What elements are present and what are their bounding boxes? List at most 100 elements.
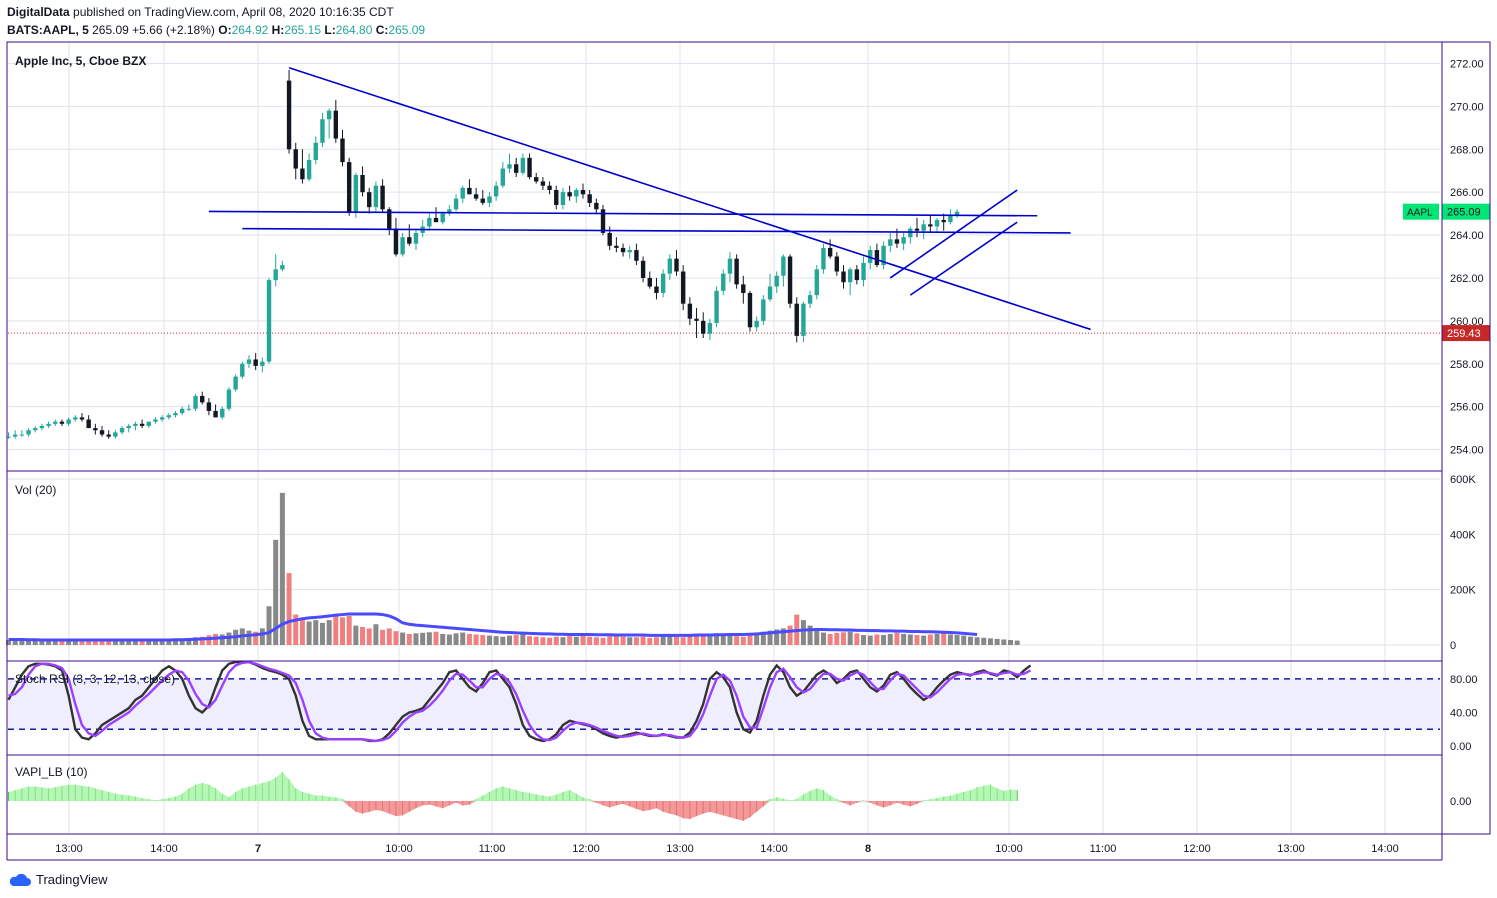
candle-body: [513, 164, 519, 173]
vapi-pane-title: VAPI_LB (10): [15, 765, 88, 779]
volume-bar: [360, 627, 366, 645]
candle-body: [821, 247, 826, 270]
candle-body: [547, 185, 552, 191]
candle-body: [273, 269, 278, 281]
candle-body: [827, 247, 833, 257]
candle-body: [500, 168, 506, 186]
volume-bar: [26, 640, 32, 645]
volume-bar: [927, 634, 933, 645]
volume-bar: [954, 635, 960, 645]
candle-body: [574, 190, 579, 197]
candle-body: [213, 410, 218, 418]
candle-body: [400, 237, 405, 255]
volume-bar: [961, 635, 967, 645]
candle-body: [507, 164, 512, 169]
volume-bar: [259, 628, 265, 645]
last-price: 265.09: [92, 23, 129, 37]
volume-bar: [86, 640, 92, 645]
volume-bar: [273, 539, 279, 645]
author-name[interactable]: DigitalData: [7, 5, 70, 19]
candle-body: [139, 423, 145, 426]
volume-bar: [32, 639, 38, 645]
volume-bar: [486, 635, 492, 645]
candle-body: [767, 286, 773, 300]
stoch-rsi-pane-title: Stoch RSI (3, 3, 12, 13, close): [15, 672, 176, 686]
volume-bar: [774, 629, 780, 645]
price-tick-label: 256.00: [1450, 402, 1484, 414]
stoch-tick-label: 80.00: [1450, 674, 1478, 686]
volume-bar: [907, 634, 913, 645]
candle-body: [59, 421, 65, 424]
time-tick-label: 10:00: [385, 843, 413, 855]
volume-bar: [1001, 639, 1007, 645]
cloud-icon: [9, 873, 32, 886]
volume-bar: [647, 637, 653, 645]
volume-bar: [507, 635, 512, 645]
volume-bar: [887, 633, 893, 645]
volume-bar: [867, 635, 873, 645]
volume-bar: [219, 634, 225, 645]
volume-bar: [299, 618, 305, 645]
volume-bar: [827, 633, 833, 645]
volume-bar: [573, 636, 579, 645]
volume-bar: [293, 614, 299, 645]
volume-bar: [112, 640, 118, 645]
candle-body: [540, 181, 546, 186]
volume-tick-label: 600K: [1450, 474, 1476, 486]
candle-body: [126, 425, 131, 429]
tradingview-logo[interactable]: TradingView: [8, 872, 108, 887]
volume-bar: [473, 634, 479, 645]
candle-body: [380, 185, 385, 210]
time-tick-label: 11:00: [1090, 843, 1117, 855]
trendline-rising-channel-upper: [889, 189, 1018, 279]
candle-body: [741, 284, 746, 293]
candle-body: [387, 209, 392, 229]
candle-body: [701, 320, 706, 334]
candle-body: [346, 162, 352, 212]
candle-body: [948, 215, 953, 223]
trendline-descending-resistance: [288, 66, 1091, 331]
volume-bar: [466, 633, 472, 645]
candle-body: [594, 202, 599, 210]
candle-body: [300, 168, 305, 180]
open-label: O:: [218, 23, 232, 37]
volume-bar: [941, 633, 947, 645]
volume-bar: [861, 635, 867, 645]
candle-body: [654, 286, 659, 293]
volume-bar: [246, 630, 252, 645]
symbol-tag: [1403, 203, 1439, 220]
prev-close-tag-label: 259.43: [1447, 328, 1481, 340]
price-tick-label: 254.00: [1450, 445, 1484, 457]
candle-body: [634, 250, 639, 261]
candle-body: [941, 220, 946, 223]
candle-body: [99, 430, 105, 435]
time-tick-label: 10:00: [995, 843, 1023, 855]
candle-body: [660, 273, 666, 293]
time-tick-label: 12:00: [572, 843, 600, 855]
volume-bar: [687, 635, 693, 645]
candle-body: [133, 423, 138, 426]
volume-bar: [580, 635, 586, 645]
volume-bar: [52, 640, 58, 645]
candle-body: [707, 322, 713, 334]
candle-body: [220, 408, 225, 418]
candle-body: [554, 190, 559, 206]
candle-body: [787, 256, 793, 304]
volume-bar: [99, 640, 105, 645]
last-price-tag: [1442, 203, 1490, 220]
candle-body: [868, 250, 873, 263]
volume-bar: [533, 636, 539, 645]
volume-bar: [253, 631, 259, 645]
volume-bar: [640, 636, 646, 645]
time-tick-label: 14:00: [150, 843, 178, 855]
volume-bar: [159, 640, 165, 645]
candle-body: [567, 192, 572, 197]
candle-body: [527, 157, 532, 178]
stoch-tick-label: 40.00: [1450, 707, 1478, 719]
candle-body: [607, 232, 612, 246]
volume-bar: [847, 631, 853, 645]
volume-bar: [460, 632, 466, 645]
volume-bar: [132, 640, 138, 645]
volume-bar: [386, 628, 392, 645]
